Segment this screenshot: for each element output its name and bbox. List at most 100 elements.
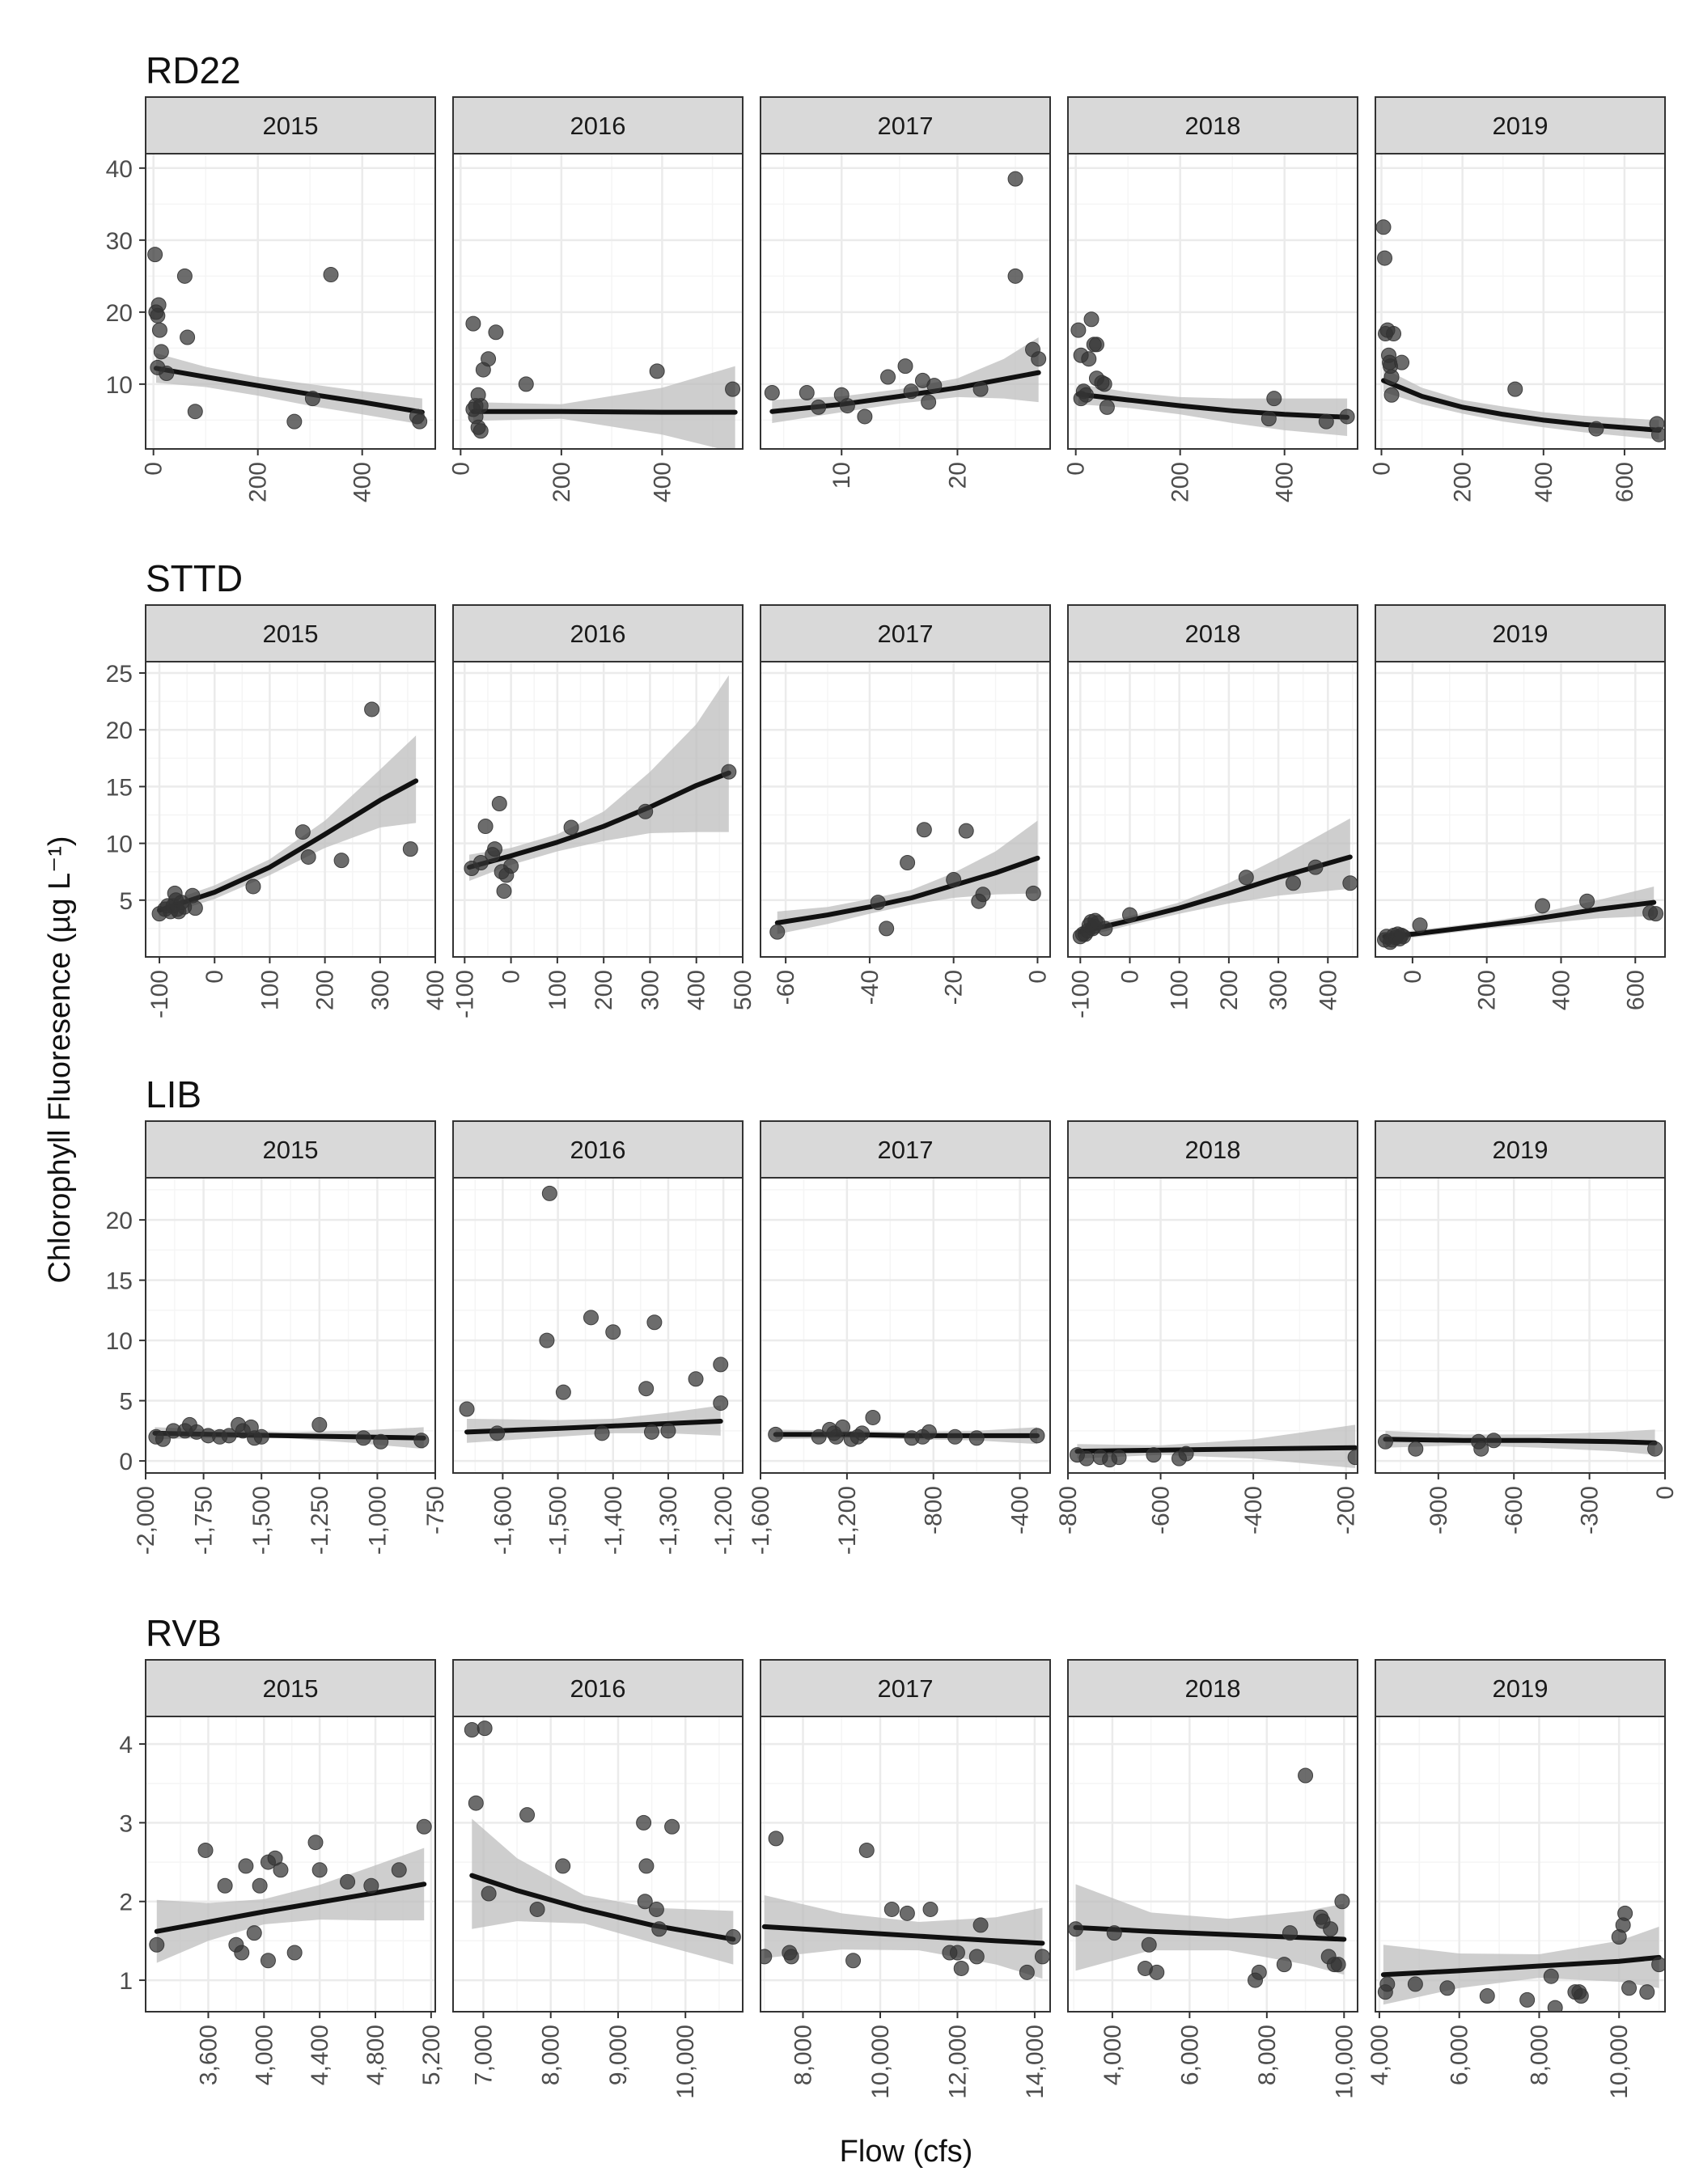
y-tick-label: 5 [119, 1389, 133, 1416]
x-tick-label: -600 [1501, 1486, 1527, 1534]
x-tick-label: -100 [1067, 970, 1094, 1018]
data-point [903, 383, 919, 400]
data-point [883, 1901, 900, 1917]
x-tick-label: 10,000 [867, 2025, 894, 2099]
data-point [465, 315, 481, 332]
data-point [477, 1721, 493, 1737]
data-point [713, 1395, 729, 1412]
data-point [594, 1425, 610, 1441]
data-point [472, 423, 489, 439]
y-tick-label: 1 [119, 1968, 133, 1995]
facet-strip [1067, 1659, 1358, 1717]
facet-strip [452, 1120, 744, 1179]
fit-line [469, 1873, 736, 1942]
facet-panel-2015: 2015 -100 0 100 200 300 400 [145, 604, 449, 1018]
data-point [149, 1936, 165, 1953]
fit-line [1380, 1954, 1662, 1978]
data-point [725, 381, 741, 397]
y-tick-label: 20 [106, 717, 133, 744]
data-point [921, 1424, 937, 1440]
data-point [311, 1416, 328, 1433]
facet-panel-2017: 2017 -1,600 -1,200 -800 -400 [748, 1120, 1051, 1555]
data-point [1083, 311, 1099, 328]
x-tick-label: 400 [350, 462, 376, 502]
data-point [1573, 1988, 1589, 2004]
facet-strip-label: 2019 [1493, 112, 1549, 140]
panel-border [760, 153, 1051, 450]
panel-background [1068, 1178, 1358, 1473]
data-point [953, 1960, 969, 1976]
data-point [1395, 929, 1411, 945]
data-point [519, 1807, 536, 1823]
x-tick-label: -100 [451, 970, 478, 1018]
fit-line [1381, 378, 1662, 433]
data-point [880, 369, 896, 385]
data-point [363, 1877, 379, 1894]
x-tick-label: 4,400 [307, 2025, 333, 2085]
data-point [839, 398, 855, 414]
data-point [879, 921, 895, 937]
data-point [187, 404, 203, 420]
data-point [721, 764, 737, 780]
data-point [899, 1905, 915, 1921]
data-point [1547, 2000, 1563, 2012]
data-point [664, 1818, 680, 1835]
x-tick-label: 8,000 [1254, 2025, 1281, 2085]
facet-row-title: LIB [146, 1073, 201, 1115]
data-point [1375, 219, 1392, 235]
data-point [307, 1835, 324, 1851]
x-tick-label: 6,000 [1176, 2025, 1203, 2085]
data-point [968, 1430, 985, 1446]
data-point [922, 1901, 938, 1917]
data-point [1099, 399, 1115, 415]
facet-panel-2019: 2019 4,000 6,000 8,000 10,000 [1366, 1659, 1666, 2099]
fit-line [761, 1924, 1045, 1946]
data-point [541, 1185, 557, 1201]
confidence-band [472, 366, 735, 449]
data-point [968, 1949, 985, 1965]
facet-strip [452, 96, 744, 154]
facet-panel-2018: 2018 -800 -600 -400 -200 [1055, 1120, 1360, 1534]
data-point [159, 366, 175, 382]
x-axis-label: Flow (cfs) [840, 2135, 973, 2169]
data-point [1031, 351, 1047, 367]
data-point [900, 854, 916, 870]
data-point [273, 1862, 289, 1878]
x-tick-label: -1,500 [248, 1486, 275, 1555]
data-point [1007, 268, 1023, 284]
data-point [1106, 1925, 1122, 1941]
panel-background [1375, 1178, 1665, 1473]
data-point [333, 853, 350, 869]
facet-strip [760, 1120, 1051, 1179]
x-tick-label: 8,000 [790, 2025, 817, 2085]
data-point [472, 854, 489, 870]
facet-strip-label: 2017 [878, 620, 934, 648]
data-point [402, 841, 418, 857]
data-point [481, 351, 497, 367]
panel-border [760, 661, 1051, 958]
facet-row-title: RVB [146, 1612, 222, 1654]
panel-border [452, 661, 744, 958]
x-tick-label: -20 [941, 970, 968, 1005]
y-tick-label: 2 [119, 1890, 133, 1916]
data-point [946, 872, 962, 888]
facet-strip [1375, 604, 1666, 662]
facet-panel-2015: 2015 0 200 400 [141, 96, 436, 502]
x-tick-label: 500 [730, 970, 756, 1010]
data-point [246, 1925, 262, 1941]
panel-background [1375, 154, 1665, 449]
data-point [1007, 171, 1023, 187]
data-point [660, 1423, 676, 1439]
data-point [857, 408, 873, 425]
y-tick-label: 20 [106, 300, 133, 327]
x-tick-label: 400 [1272, 462, 1299, 502]
data-point [638, 1858, 655, 1874]
panel-border [145, 1716, 436, 2013]
facet-strip-label: 2018 [1185, 1136, 1241, 1164]
data-point [1394, 354, 1410, 370]
x-tick-label: -1,250 [307, 1486, 333, 1555]
facet-strip [145, 604, 436, 662]
data-point [555, 1384, 571, 1400]
panel-border [1375, 1716, 1666, 2013]
